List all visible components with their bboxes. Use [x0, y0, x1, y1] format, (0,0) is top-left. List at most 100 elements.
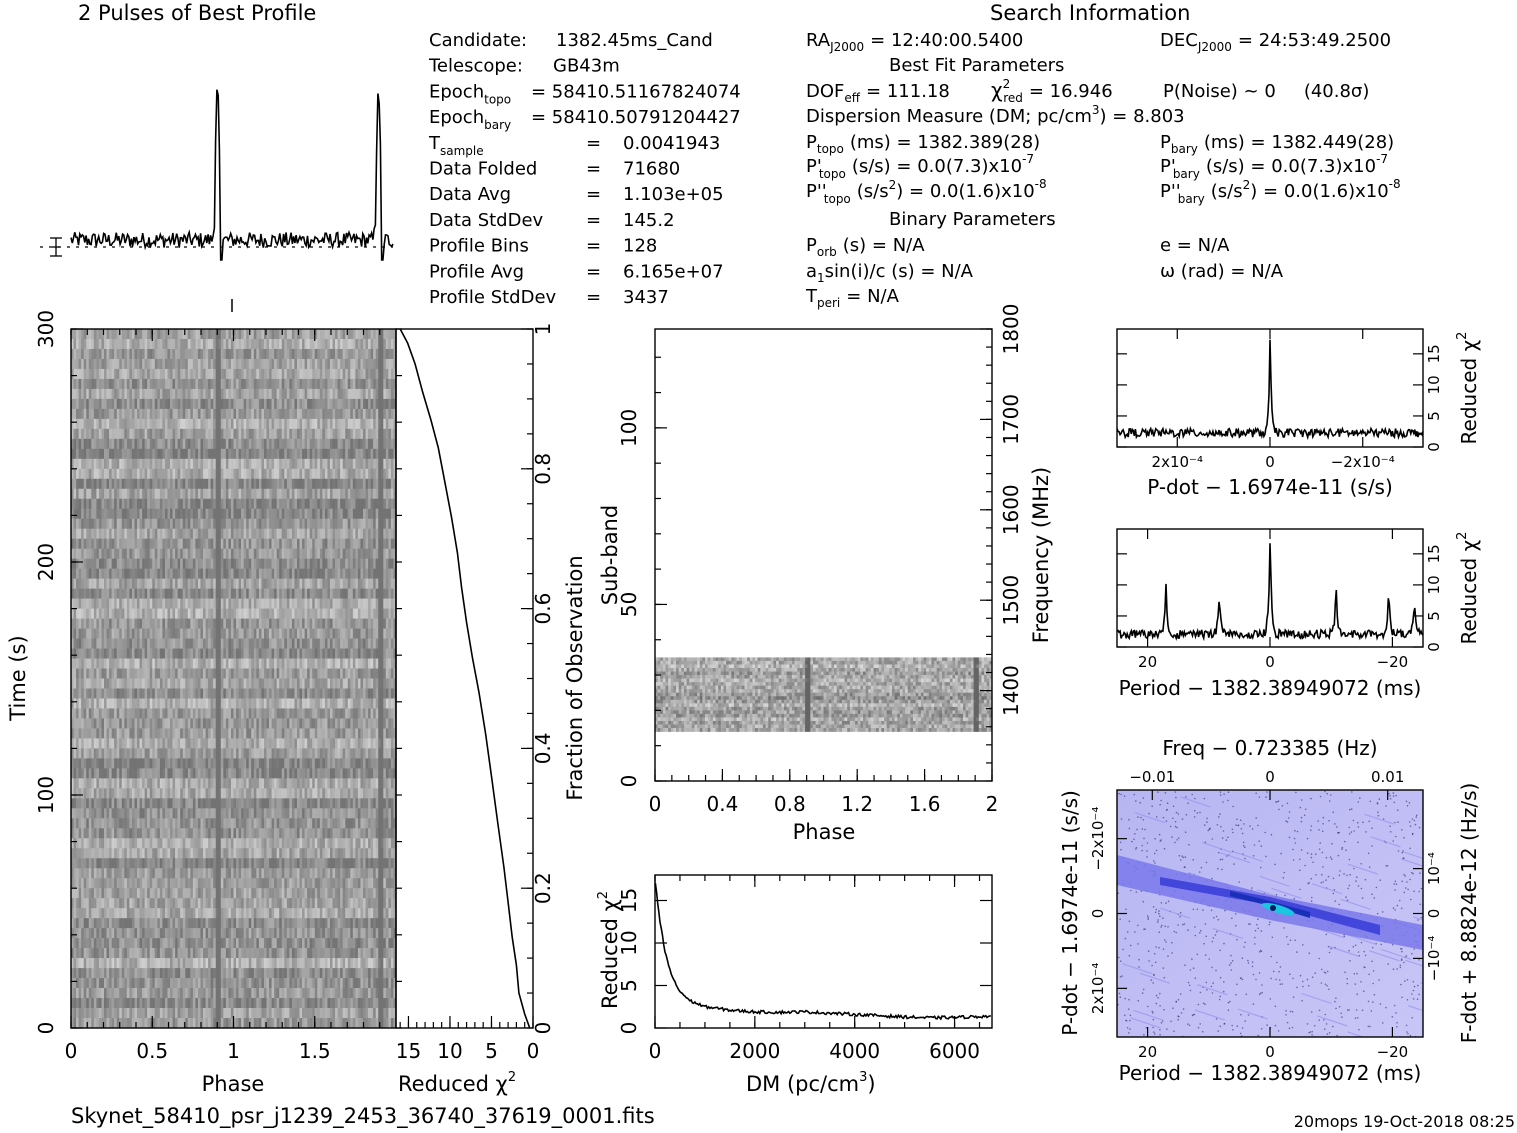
- time-phase-xtick: 1: [227, 1039, 240, 1063]
- time-phase-image: [71, 329, 396, 1028]
- candidate-info-eq: =: [586, 210, 601, 231]
- subband-image: [655, 657, 992, 732]
- candidate-info-value: 71680: [623, 159, 680, 180]
- ytick: 5: [1425, 611, 1443, 621]
- pdot-chi2-xlabel: P-dot − 1.6974e-11 (s/s): [1147, 475, 1393, 499]
- pnoise-line: P(Noise) ~ 0 (40.8σ): [1163, 81, 1369, 102]
- period-pdot-x2tick: −0.01: [1129, 768, 1175, 786]
- time-chi2-ytick: 1: [531, 323, 555, 336]
- pdot-bary-line: P'bary (s/s) = 0.0(7.3)x10-7: [1160, 152, 1388, 181]
- candidate-info-label: Profile StdDev: [429, 287, 557, 308]
- candidate-info-value: 145.2: [623, 210, 675, 231]
- candidate-info-eq: =: [586, 236, 601, 257]
- period-pdot-plot: 20 0 −20 −0.01 0 0.01 2x10⁻⁴ 0 −2x10⁻⁴ −10⁻⁴ 0 10⁻⁴…: [1058, 736, 1481, 1085]
- subband-xtick: 0: [649, 792, 662, 816]
- time-chi2-xtick: 15: [396, 1039, 421, 1063]
- ecc-line: e = N/A: [1160, 235, 1230, 256]
- candidate-info-eq: =: [586, 287, 601, 308]
- dm-chi2-plot: 0 2000 4000 6000 0 5 10 15 DM (pc/cm3) Reduced …: [596, 874, 993, 1096]
- candidate-info-label: Profile Avg: [429, 261, 524, 282]
- candidate-info-label: Candidate:: [429, 30, 527, 51]
- candidate-info-value: 0.0041943: [623, 133, 720, 154]
- time-phase-ytick: 0: [34, 1022, 58, 1035]
- time-chi2-axes: 15 10 5 0 0 0.2 0.4 0.6 0.8 1: [396, 323, 555, 1063]
- subband-xtick: 1.6: [909, 792, 941, 816]
- pdot-chi2-axes: 2x10⁻⁴ 0 −2x10⁻⁴ 0 5 10 15: [1117, 329, 1443, 471]
- time-chi2-ytick: 0.6: [531, 593, 555, 625]
- time-chi2-curve: [399, 328, 531, 1029]
- time-phase-plot: 0 0.5 1 1.5 0 100 200 300 Phase Time (s): [6, 310, 397, 1096]
- subband-xtick: 0.8: [774, 792, 806, 816]
- subband-y2tick: 1500: [999, 575, 1023, 626]
- period-pdot-x2tick: 0: [1265, 768, 1275, 786]
- tperi-line: Tperi = N/A: [805, 286, 900, 310]
- subband-y2tick: 1600: [999, 484, 1023, 535]
- candidate-info-value: 3437: [623, 287, 669, 308]
- period-pdot-y2tick: −10⁻⁴: [1425, 936, 1443, 982]
- dm-ytick: 0: [617, 1022, 641, 1035]
- dm-xtick: 6000: [929, 1039, 980, 1063]
- ytick: 0: [1425, 642, 1443, 652]
- subband-y2label: Frequency (MHz): [1029, 467, 1053, 643]
- dm-ylabel: Reduced χ2: [596, 891, 622, 1009]
- period-pdot-xtick: 0: [1265, 1043, 1275, 1061]
- period-pdot-title: Freq − 0.723385 (Hz): [1162, 736, 1377, 760]
- time-phase-ytick: 300: [34, 310, 58, 348]
- candidate-info-label: Tsample: [428, 133, 484, 158]
- time-chi2-xlabel: Reduced χ2: [398, 1070, 516, 1096]
- dm-ytick: 5: [617, 979, 641, 992]
- candidate-info-label: Data Avg: [429, 184, 511, 205]
- candidate-info-value: GB43m: [553, 56, 620, 77]
- time-phase-ylabel: Time (s): [6, 635, 30, 721]
- profile-curve: [70, 89, 394, 261]
- ra-line: RAJ2000 = 12:40:00.5400: [806, 30, 1023, 54]
- time-chi2-ytick: 0.8: [531, 453, 555, 485]
- subband-axes: 0 0.4 0.8 1.2 1.6 2 0 50 100 1400 1500 1600 1700 1800: [617, 304, 1023, 816]
- subband-y2tick: 1700: [999, 394, 1023, 445]
- dm-ytick: 10: [617, 930, 641, 955]
- candidate-info-label: Telescope:: [428, 56, 523, 77]
- candidate-info-eq: =: [586, 159, 601, 180]
- time-phase-axes: 0 0.5 1 1.5 0 100 200 300: [34, 310, 381, 1063]
- dm-xtick: 0: [649, 1039, 662, 1063]
- period-chi2-ylabel: Reduced χ2: [1455, 532, 1481, 645]
- subband-xtick: 0.4: [706, 792, 738, 816]
- candidate-info-label: Profile Bins: [429, 236, 529, 257]
- candidate-info-eq: =: [586, 261, 601, 282]
- ytick: 0: [1425, 442, 1443, 452]
- period-pdot-ytick: −2x10⁻⁴: [1089, 807, 1107, 871]
- filename-label: Skynet_58410_psr_j1239_2453_36740_37619_…: [71, 1104, 655, 1129]
- ytick: 5: [1425, 411, 1443, 421]
- time-chi2-xtick: 10: [437, 1039, 462, 1063]
- xtick: 0: [1265, 653, 1275, 671]
- period-chi2-xlabel: Period − 1382.38949072 (ms): [1119, 676, 1422, 700]
- time-chi2-xtick: 5: [485, 1039, 498, 1063]
- dm-line: Dispersion Measure (DM; pc/cm3) = 8.803: [806, 103, 1185, 127]
- candidate-info-label: Data Folded: [429, 159, 537, 180]
- subband-y2tick: 1800: [999, 304, 1023, 355]
- time-chi2-xtick: 0: [527, 1039, 540, 1063]
- chi2-line: χ2 red = 16.946: [991, 77, 1113, 105]
- time-phase-xtick: 0: [65, 1039, 78, 1063]
- xtick: −20: [1377, 653, 1409, 671]
- candidate-info-value: 1382.45ms_Cand: [556, 30, 713, 51]
- period-pdot-y2tick: 10⁻⁴: [1425, 852, 1443, 885]
- period-pdot-ylabel: P-dot − 1.6974e-11 (s/s): [1058, 790, 1082, 1036]
- search-info-block: RAJ2000 = 12:40:00.5400 DECJ2000 = 24:53:4…: [805, 30, 1401, 310]
- xtick: 0: [1265, 453, 1275, 471]
- period-pdot-xtick: 20: [1138, 1043, 1157, 1061]
- time-phase-xlabel: Phase: [202, 1072, 265, 1096]
- dm-xtick: 4000: [829, 1039, 880, 1063]
- pdot-chi2-ylabel: Reduced χ2: [1455, 332, 1481, 445]
- profile-error-bar: [50, 237, 62, 257]
- footer-stamp: 20mops 19-Oct-2018 08:25: [1294, 1112, 1515, 1131]
- candidate-info-label: Epochbary: [429, 107, 511, 132]
- time-chi2-ytick: 0.4: [531, 732, 555, 764]
- dm-chi2-axes: 0 2000 4000 6000 0 5 10 15: [617, 875, 992, 1063]
- xtick: −2x10⁻⁴: [1331, 453, 1395, 471]
- period-pdot-y2tick: 0: [1425, 909, 1443, 919]
- period-chi2-axes: 20 0 −20 0 5 10 15: [1117, 529, 1443, 671]
- subband-y2tick: 1400: [999, 665, 1023, 716]
- period-pdot-xlabel: Period − 1382.38949072 (ms): [1119, 1061, 1422, 1085]
